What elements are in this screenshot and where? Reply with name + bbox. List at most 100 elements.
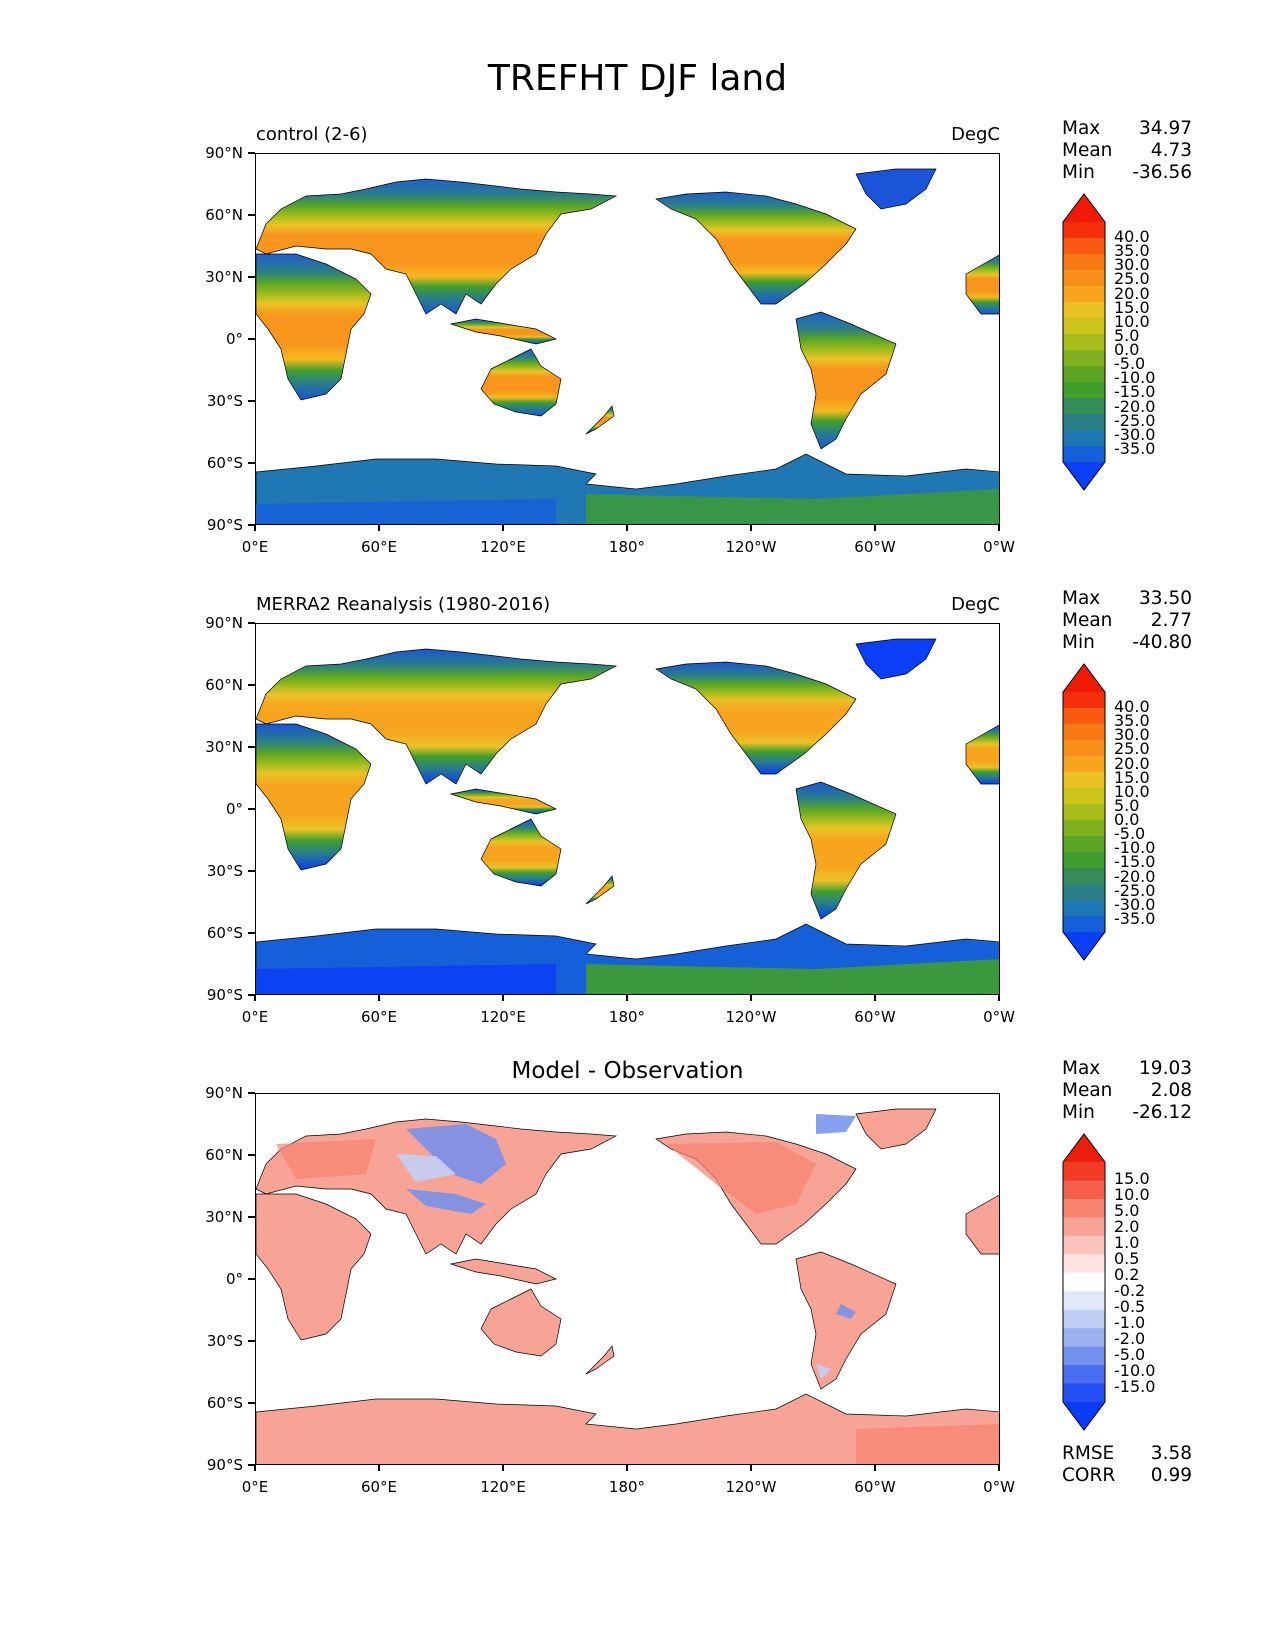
- colorbar-label: -1.0: [1114, 1313, 1146, 1332]
- stat-max: 19.03: [1139, 1058, 1192, 1079]
- lon-label: 60°E: [360, 538, 398, 556]
- lat-label: 0°: [225, 330, 243, 348]
- lon-tick: [502, 525, 504, 531]
- lat-label: 90°S: [206, 516, 243, 534]
- lon-tick: [626, 1465, 628, 1471]
- stat-min-label: Min: [1062, 162, 1095, 183]
- lon-label: 0°E: [241, 1478, 269, 1496]
- colorbar: [1062, 663, 1106, 965]
- lon-label: 0°W: [983, 1478, 1015, 1496]
- colorbar-label: 0.0: [1114, 340, 1140, 360]
- lon-label: 60°E: [360, 1008, 398, 1026]
- stat-mean: 2.08: [1150, 1080, 1192, 1101]
- lon-tick: [626, 995, 628, 1001]
- colorbar-label: -5.0: [1114, 1345, 1146, 1364]
- lon-tick: [378, 525, 380, 531]
- colorbar-label: 30.0: [1114, 255, 1150, 275]
- lat-tick: [248, 932, 255, 934]
- lon-tick: [874, 525, 876, 531]
- lat-label: 60°N: [205, 206, 243, 224]
- colorbar-label: 20.0: [1114, 753, 1150, 773]
- rmse-value: 3.58: [1150, 1443, 1192, 1464]
- stat-max-label: Max: [1062, 1058, 1101, 1079]
- stat-max: 34.97: [1139, 118, 1192, 139]
- lon-tick: [750, 995, 752, 1001]
- colorbar-label: 5.0: [1114, 1201, 1140, 1220]
- colorbar-label: 35.0: [1114, 241, 1150, 261]
- lon-label: 180°: [608, 1478, 646, 1496]
- panel-difference: Model - Observation: [0, 1058, 1275, 1498]
- lat-label: 90°N: [205, 1084, 243, 1102]
- lat-tick: [248, 684, 255, 686]
- stats-box: Max 33.50 Mean 2.77 Min -40.80: [1062, 588, 1192, 654]
- lat-tick: [248, 746, 255, 748]
- lon-tick: [254, 995, 256, 1001]
- stat-min-label: Min: [1062, 632, 1095, 653]
- lon-label: 120°W: [725, 1008, 777, 1026]
- colorbar-label: 0.2: [1114, 1265, 1140, 1284]
- colorbar-label: 10.0: [1114, 781, 1150, 801]
- stat-min: -40.80: [1132, 632, 1192, 653]
- lat-label: 60°S: [206, 454, 243, 472]
- colorbar-label: -10.0: [1114, 368, 1156, 388]
- lon-label: 180°: [608, 1008, 646, 1026]
- colorbar: [1062, 193, 1106, 495]
- stat-min-label: Min: [1062, 1102, 1095, 1123]
- lat-tick: [248, 1464, 255, 1466]
- lat-label: 60°N: [205, 1146, 243, 1164]
- lat-tick: [248, 1092, 255, 1094]
- stat-mean-label: Mean: [1062, 1080, 1113, 1101]
- colorbar-label: -35.0: [1114, 908, 1156, 928]
- lon-label: 120°W: [725, 1478, 777, 1496]
- lat-label: 60°S: [206, 1394, 243, 1412]
- lon-tick: [626, 525, 628, 531]
- lat-label: 0°: [225, 800, 243, 818]
- lat-tick: [248, 338, 255, 340]
- stat-max-label: Max: [1062, 118, 1101, 139]
- map-difference: [255, 1093, 1000, 1465]
- colorbar-label: 10.0: [1114, 311, 1150, 331]
- colorbar-label: 15.0: [1114, 1169, 1150, 1188]
- colorbar-label: 10.0: [1114, 1185, 1150, 1204]
- lat-label: 0°: [225, 1270, 243, 1288]
- stat-mean: 4.73: [1150, 140, 1192, 161]
- panel-observation: MERRA2 Reanalysis (1980-2016) DegC: [0, 588, 1275, 1028]
- colorbar-graphic: [1062, 193, 1106, 491]
- lon-label: 120°E: [480, 1008, 526, 1026]
- colorbar-label: -2.0: [1114, 1329, 1146, 1348]
- lat-label: 90°S: [206, 1456, 243, 1474]
- stat-min: -26.12: [1132, 1102, 1192, 1123]
- stats-box: Max 34.97 Mean 4.73 Min -36.56: [1062, 118, 1192, 184]
- lat-label: 30°S: [206, 862, 243, 880]
- lon-label: 60°W: [854, 538, 896, 556]
- colorbar-label: -0.2: [1114, 1281, 1146, 1300]
- colorbar-label: 5.0: [1114, 795, 1140, 815]
- lat-tick: [248, 1402, 255, 1404]
- panel-units: DegC: [951, 594, 1000, 615]
- lon-tick: [874, 1465, 876, 1471]
- stat-mean: 2.77: [1150, 610, 1192, 631]
- lat-tick: [248, 152, 255, 154]
- panel-title-left: MERRA2 Reanalysis (1980-2016): [256, 594, 551, 615]
- colorbar-label: -10.0: [1114, 838, 1156, 858]
- lon-tick: [750, 1465, 752, 1471]
- stat-mean-label: Mean: [1062, 610, 1113, 631]
- lat-label: 60°S: [206, 924, 243, 942]
- lat-label: 30°N: [205, 738, 243, 756]
- skill-scores: RMSE 3.58 CORR 0.99: [1062, 1443, 1192, 1487]
- lon-tick: [502, 995, 504, 1001]
- panel-title-center: Model - Observation: [511, 1058, 744, 1084]
- stats-box: Max 19.03 Mean 2.08 Min -26.12: [1062, 1058, 1192, 1124]
- colorbar-label: -30.0: [1114, 424, 1156, 444]
- lon-label: 60°W: [854, 1008, 896, 1026]
- lat-tick: [248, 400, 255, 402]
- stat-max-label: Max: [1062, 588, 1101, 609]
- lat-tick: [248, 524, 255, 526]
- lon-label: 0°W: [983, 1008, 1015, 1026]
- colorbar-label: 2.0: [1114, 1217, 1140, 1236]
- lon-tick: [378, 1465, 380, 1471]
- corr-value: 0.99: [1150, 1465, 1192, 1486]
- colorbar-graphic: [1062, 1133, 1106, 1431]
- colorbar-label: -20.0: [1114, 396, 1156, 416]
- stat-mean-label: Mean: [1062, 140, 1113, 161]
